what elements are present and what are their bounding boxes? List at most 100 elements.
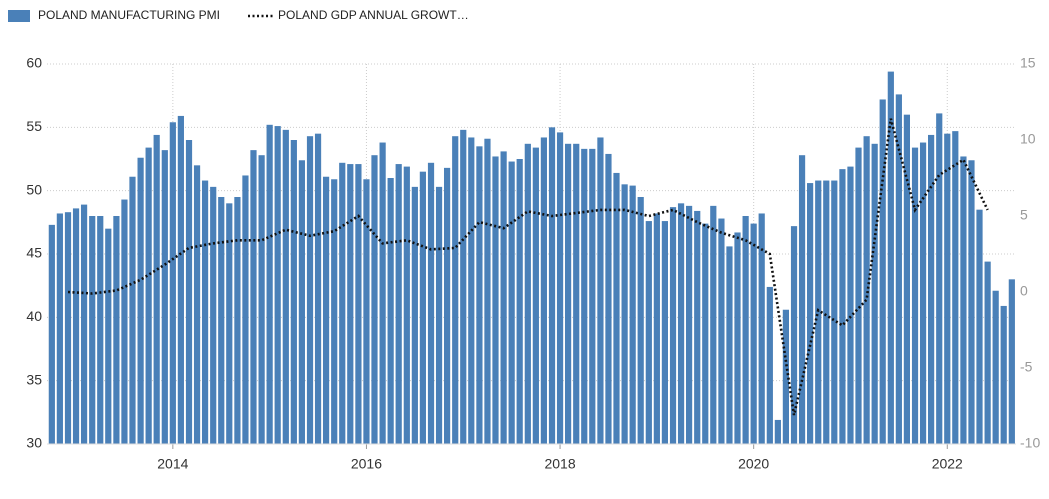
x-tick-label: 2020 bbox=[738, 456, 769, 472]
legend-swatch bbox=[8, 10, 30, 22]
bar bbox=[669, 207, 677, 444]
bar bbox=[435, 186, 443, 444]
bar bbox=[355, 164, 362, 445]
bar bbox=[645, 221, 652, 444]
bar bbox=[113, 216, 120, 444]
bar bbox=[742, 216, 749, 444]
y2-tick-label: 15 bbox=[1020, 55, 1036, 71]
bar bbox=[992, 290, 999, 444]
bar bbox=[290, 140, 297, 444]
bar bbox=[129, 176, 136, 444]
bar bbox=[242, 175, 249, 444]
bar bbox=[694, 210, 701, 444]
bar bbox=[105, 228, 112, 444]
bar bbox=[556, 132, 564, 444]
bar bbox=[145, 147, 152, 444]
bar bbox=[758, 213, 765, 444]
bar bbox=[984, 261, 991, 444]
legend-label: POLAND GDP ANNUAL GROWT… bbox=[278, 8, 469, 22]
bar bbox=[960, 156, 967, 444]
bar bbox=[298, 160, 305, 444]
bar bbox=[613, 172, 620, 444]
bar bbox=[411, 186, 418, 444]
bar bbox=[936, 113, 943, 445]
bar bbox=[210, 186, 217, 444]
bar bbox=[871, 143, 878, 445]
bar bbox=[806, 183, 814, 445]
bar bbox=[782, 309, 789, 444]
y-tick-label: 50 bbox=[26, 181, 42, 197]
bar bbox=[443, 167, 451, 444]
bar bbox=[48, 224, 55, 444]
bar bbox=[847, 166, 854, 444]
bar bbox=[193, 165, 201, 445]
y-tick-label: 45 bbox=[26, 245, 42, 261]
bar bbox=[903, 114, 911, 445]
bar bbox=[952, 131, 959, 444]
bar bbox=[56, 213, 63, 444]
bar bbox=[734, 232, 741, 444]
bar bbox=[508, 161, 515, 445]
bar bbox=[685, 205, 693, 444]
bar bbox=[839, 169, 846, 444]
bar bbox=[266, 124, 273, 445]
x-tick-label: 2014 bbox=[157, 456, 188, 472]
bar bbox=[919, 142, 927, 445]
bar bbox=[863, 136, 870, 444]
bar bbox=[815, 180, 822, 445]
y2-tick-label: -5 bbox=[1020, 359, 1033, 375]
bar bbox=[347, 164, 354, 445]
x-tick-label: 2016 bbox=[351, 456, 382, 472]
bar bbox=[823, 180, 830, 445]
bar bbox=[855, 147, 862, 444]
y2-tick-label: 0 bbox=[1020, 283, 1028, 299]
bar bbox=[452, 136, 459, 444]
bar bbox=[371, 155, 378, 444]
bar bbox=[185, 140, 193, 444]
bar bbox=[161, 150, 168, 444]
bar bbox=[911, 147, 919, 444]
bar bbox=[218, 197, 225, 444]
bar bbox=[492, 156, 499, 444]
bar bbox=[484, 138, 491, 444]
bar bbox=[1008, 279, 1015, 444]
bar bbox=[540, 137, 547, 444]
bar bbox=[718, 218, 725, 444]
bar bbox=[339, 162, 346, 445]
bar bbox=[403, 166, 410, 444]
bar bbox=[629, 185, 636, 444]
bar bbox=[1000, 305, 1007, 444]
bar bbox=[766, 286, 773, 444]
bar bbox=[226, 203, 233, 444]
bar bbox=[201, 180, 209, 445]
bar bbox=[258, 155, 265, 444]
bar bbox=[282, 129, 289, 444]
x-tick-label: 2022 bbox=[932, 456, 963, 472]
bar bbox=[460, 129, 467, 444]
y-tick-label: 30 bbox=[26, 435, 42, 451]
bar bbox=[516, 159, 523, 444]
bar bbox=[597, 137, 604, 444]
bar bbox=[177, 115, 184, 444]
bar bbox=[790, 226, 798, 444]
bar bbox=[419, 171, 426, 444]
bar bbox=[72, 208, 80, 444]
bar bbox=[774, 419, 781, 444]
bar bbox=[573, 143, 580, 445]
bar bbox=[928, 134, 935, 444]
bar bbox=[976, 209, 983, 444]
bar bbox=[548, 127, 556, 444]
bar bbox=[306, 136, 314, 444]
bar bbox=[427, 162, 435, 445]
bar bbox=[661, 221, 668, 444]
bar bbox=[387, 178, 394, 444]
bar bbox=[887, 71, 894, 444]
bar bbox=[750, 223, 757, 444]
bar bbox=[363, 179, 370, 444]
y2-tick-label: 10 bbox=[1020, 131, 1036, 147]
bar bbox=[726, 246, 733, 444]
bar bbox=[532, 147, 539, 444]
bar bbox=[589, 148, 596, 444]
bar bbox=[879, 99, 886, 444]
